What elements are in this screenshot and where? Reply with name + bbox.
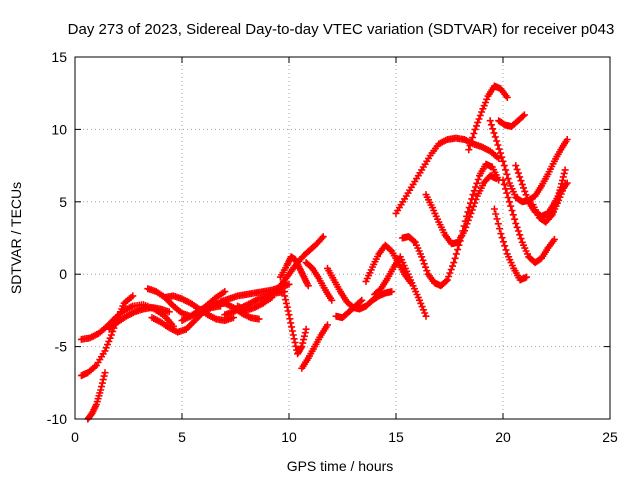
series-track-aa (490, 205, 530, 284)
series-track-k (234, 293, 276, 314)
y-tick-label: 0 (59, 266, 67, 282)
series-track-ab (499, 176, 558, 267)
y-tick-label: 5 (59, 194, 67, 210)
data-marks (77, 82, 571, 423)
series-track-p (302, 259, 336, 304)
data-point-markers (302, 259, 336, 304)
data-point-markers (276, 253, 312, 290)
y-tick-label: 15 (51, 49, 67, 65)
series-track-m (276, 253, 312, 290)
x-tick-label: 0 (71, 429, 79, 445)
x-tick-label: 25 (602, 429, 618, 445)
x-tick-label: 15 (388, 429, 404, 445)
data-point-markers (281, 292, 310, 358)
series-track-t (371, 253, 430, 320)
series-track-d (105, 304, 173, 333)
data-point-markers (105, 304, 173, 333)
x-axis-label: GPS time / hours (287, 458, 394, 474)
data-point-markers (499, 176, 558, 267)
series-track-z (495, 111, 528, 130)
data-point-markers (84, 369, 109, 423)
series-track-w (422, 172, 501, 248)
series-track-x (465, 82, 511, 154)
series-track-ae (548, 166, 569, 217)
y-tick-label: -10 (47, 411, 67, 427)
series-track-n (281, 292, 310, 358)
data-point-markers (392, 134, 503, 217)
series-track-j (221, 288, 289, 319)
grid-lines (75, 57, 610, 419)
series-track-y (486, 117, 571, 206)
data-point-markers (221, 288, 289, 319)
data-point-markers (548, 166, 569, 217)
data-point-markers (490, 205, 530, 284)
series-track-h (178, 299, 263, 324)
y-tick-label: -5 (55, 339, 68, 355)
data-point-markers (371, 253, 430, 320)
data-point-markers (495, 111, 528, 130)
x-tick-label: 20 (495, 429, 511, 445)
plot-frame (74, 56, 611, 420)
series-track-c (84, 369, 109, 423)
data-point-markers (234, 293, 276, 314)
x-tick-label: 5 (178, 429, 186, 445)
data-point-markers (422, 172, 501, 248)
data-point-markers (178, 299, 263, 324)
series-track-u (392, 134, 503, 217)
series-track-o (298, 321, 331, 372)
chart-title: Day 273 of 2023, Sidereal Day-to-day VTE… (68, 21, 615, 38)
y-axis-label: SDTVAR / TECUs (8, 182, 24, 294)
y-tick-label: 10 (51, 121, 67, 137)
data-point-markers (465, 82, 511, 154)
x-tick-label: 10 (281, 429, 297, 445)
series-track-r (332, 296, 366, 322)
data-point-markers (298, 321, 331, 372)
data-point-markers (486, 117, 571, 206)
axis-ticks: 0 5 10 15 20 25 -10 -5 0 5 10 15 (47, 49, 618, 445)
data-point-markers (332, 296, 366, 322)
